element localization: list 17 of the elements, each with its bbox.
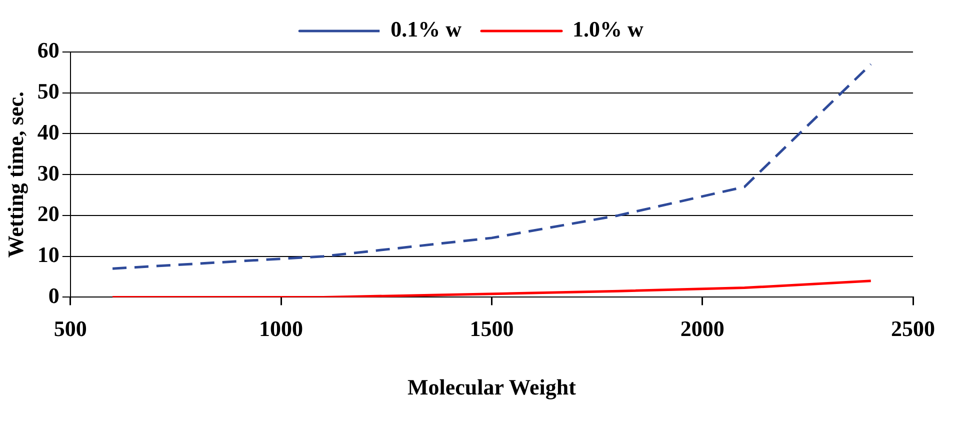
x-tick-label: 1000 [259,316,304,342]
y-axis-title: Wetting time, sec. [2,92,28,258]
y-tick-label: 50 [37,78,60,104]
y-tick-label: 0 [48,282,60,308]
x-tick-label: 1500 [470,316,514,342]
y-tick-label: 20 [37,201,60,226]
legend-label: 1.0% w [572,16,644,42]
x-axis-title: Molecular Weight [407,374,577,400]
x-tick-label: 2000 [680,316,724,342]
x-tick-label: 2500 [891,316,935,342]
y-tick-label: 10 [37,242,60,268]
y-tick-label: 30 [37,160,60,186]
x-tick-label: 500 [54,316,87,342]
y-tick-label: 60 [37,38,60,63]
line-series [111,63,872,270]
y-tick-label: 40 [37,119,60,144]
legend-label: 0.1% w [390,16,462,42]
